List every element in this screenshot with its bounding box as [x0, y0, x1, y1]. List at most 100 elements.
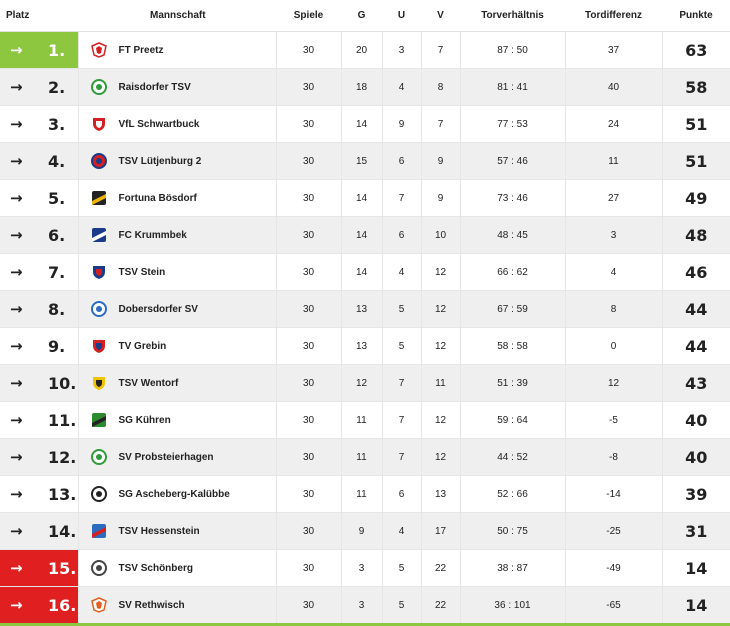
table-row[interactable]: → 3. VfL Schwartbuck 30 14 9 7 77 : 53 24 51 [0, 105, 730, 143]
header-platz[interactable]: Platz [0, 0, 78, 32]
table-row[interactable]: → 4. TSV Lütjenburg 2 30 15 6 9 57 : 46 11 51 [0, 142, 730, 180]
header-mannschaft[interactable]: Mannschaft [78, 0, 276, 32]
team-name[interactable]: TSV Schönberg [118, 562, 193, 574]
team-cell[interactable]: SV Probsteierhagen [78, 438, 277, 476]
u-cell: 9 [382, 105, 422, 143]
u-cell: 4 [382, 68, 422, 106]
v-cell: 12 [421, 327, 461, 365]
v-cell: 12 [421, 290, 461, 328]
table-row[interactable]: → 13. SG Ascheberg-Kalübbe 30 11 6 13 52 : 66 -1… [0, 475, 730, 513]
right-arrow-icon: → [10, 189, 23, 207]
team-name[interactable]: TSV Stein [118, 266, 166, 278]
table-row[interactable]: → 7. TSV Stein 30 14 4 12 66 : 62 4 46 [0, 253, 730, 291]
table-row[interactable]: → 15. TSV Schönberg 30 3 5 22 38 : 87 -49 14 [0, 549, 730, 587]
table-row[interactable]: → 16. SV Rethwisch 30 3 5 22 36 : 101 -65 14 [0, 586, 730, 626]
team-name[interactable]: TSV Lütjenburg 2 [118, 155, 202, 167]
table-row[interactable]: → 1. FT Preetz 30 20 3 7 87 : 50 37 63 [0, 31, 730, 69]
team-name[interactable]: FC Krummbek [118, 229, 187, 241]
rank-number: 3. [48, 114, 66, 134]
team-name[interactable]: SV Rethwisch [118, 599, 185, 611]
team-logo-icon [91, 524, 106, 538]
team-name[interactable]: SG Ascheberg-Kalübbe [118, 488, 230, 500]
rank-cell: → 3. [0, 105, 79, 143]
v-cell: 12 [421, 438, 461, 476]
table-row[interactable]: → 2. Raisdorfer TSV 30 18 4 8 81 : 41 40 58 [0, 68, 730, 106]
rank-number: 4. [48, 151, 66, 171]
team-cell[interactable]: FT Preetz [78, 31, 277, 69]
team-name[interactable]: Dobersdorfer SV [118, 303, 198, 315]
team-cell[interactable]: SG Ascheberg-Kalübbe [78, 475, 277, 513]
rank-number: 1. [48, 40, 66, 60]
punkte-cell: 40 [662, 438, 730, 476]
right-arrow-icon: → [10, 337, 23, 355]
team-name[interactable]: Raisdorfer TSV [118, 81, 191, 93]
punkte-cell: 51 [662, 142, 730, 180]
team-cell[interactable]: Raisdorfer TSV [78, 68, 277, 106]
v-cell: 22 [421, 586, 461, 626]
right-arrow-icon: → [10, 522, 23, 540]
team-cell[interactable]: FC Krummbek [78, 216, 277, 254]
team-cell[interactable]: TSV Schönberg [78, 549, 277, 587]
punkte-cell: 48 [662, 216, 730, 254]
rank-number: 11. [48, 410, 77, 430]
g-cell: 20 [341, 31, 383, 69]
spiele-cell: 30 [276, 364, 342, 402]
team-cell[interactable]: SV Rethwisch [78, 586, 277, 626]
rank-cell: → 11. [0, 401, 79, 439]
v-cell: 7 [421, 105, 461, 143]
team-cell[interactable]: Dobersdorfer SV [78, 290, 277, 328]
team-cell[interactable]: SG Kühren [78, 401, 277, 439]
table-row[interactable]: → 14. TSV Hessenstein 30 9 4 17 50 : 75 -25 31 [0, 512, 730, 550]
right-arrow-icon: → [10, 448, 23, 466]
team-name[interactable]: Fortuna Bösdorf [118, 192, 197, 204]
header-torverhaeltnis[interactable]: Torverhältnis [460, 0, 565, 32]
team-name[interactable]: SV Probsteierhagen [118, 451, 214, 463]
team-cell[interactable]: Fortuna Bösdorf [78, 179, 277, 217]
header-punkte[interactable]: Punkte [662, 0, 730, 32]
rank-cell: → 15. [0, 549, 79, 587]
g-cell: 18 [341, 68, 383, 106]
team-cell[interactable]: TSV Stein [78, 253, 277, 291]
table-row[interactable]: → 9. TV Grebin 30 13 5 12 58 : 58 0 44 [0, 327, 730, 365]
team-cell[interactable]: VfL Schwartbuck [78, 105, 277, 143]
torverhaeltnis-cell: 67 : 59 [460, 290, 566, 328]
team-name[interactable]: FT Preetz [118, 44, 164, 56]
torverhaeltnis-cell: 44 : 52 [460, 438, 566, 476]
team-cell[interactable]: TSV Lütjenburg 2 [78, 142, 277, 180]
team-name[interactable]: VfL Schwartbuck [118, 118, 200, 130]
v-cell: 12 [421, 401, 461, 439]
header-u[interactable]: U [382, 0, 421, 32]
table-row[interactable]: → 11. SG Kühren 30 11 7 12 59 : 64 -5 40 [0, 401, 730, 439]
table-row[interactable]: → 10. TSV Wentorf 30 12 7 11 51 : 39 12 43 [0, 364, 730, 402]
table-row[interactable]: → 6. FC Krummbek 30 14 6 10 48 : 45 3 48 [0, 216, 730, 254]
header-spiele[interactable]: Spiele [276, 0, 341, 32]
header-v[interactable]: V [421, 0, 460, 32]
tordifferenz-cell: 27 [565, 179, 663, 217]
g-cell: 14 [341, 105, 383, 143]
right-arrow-icon: → [10, 41, 23, 59]
header-tordifferenz[interactable]: Tordifferenz [565, 0, 662, 32]
right-arrow-icon: → [10, 263, 23, 281]
tordifferenz-cell: 24 [565, 105, 663, 143]
team-name[interactable]: TSV Wentorf [118, 377, 179, 389]
team-logo-icon [90, 42, 107, 58]
punkte-cell: 63 [662, 31, 730, 69]
rank-cell: → 2. [0, 68, 79, 106]
header-g[interactable]: G [341, 0, 382, 32]
table-row[interactable]: → 12. SV Probsteierhagen 30 11 7 12 44 : 52 -8 40 [0, 438, 730, 476]
rank-cell: → 7. [0, 253, 79, 291]
team-name[interactable]: TSV Hessenstein [118, 525, 200, 537]
torverhaeltnis-cell: 77 : 53 [460, 105, 566, 143]
punkte-cell: 31 [662, 512, 730, 550]
rank-cell: → 8. [0, 290, 79, 328]
team-cell[interactable]: TSV Hessenstein [78, 512, 277, 550]
right-arrow-icon: → [10, 596, 23, 614]
u-cell: 4 [382, 512, 422, 550]
table-row[interactable]: → 5. Fortuna Bösdorf 30 14 7 9 73 : 46 27 49 [0, 179, 730, 217]
team-cell[interactable]: TSV Wentorf [78, 364, 277, 402]
team-cell[interactable]: TV Grebin [78, 327, 277, 365]
rank-number: 6. [48, 225, 66, 245]
table-row[interactable]: → 8. Dobersdorfer SV 30 13 5 12 67 : 59 8 44 [0, 290, 730, 328]
team-name[interactable]: TV Grebin [118, 340, 167, 352]
team-name[interactable]: SG Kühren [118, 414, 171, 426]
